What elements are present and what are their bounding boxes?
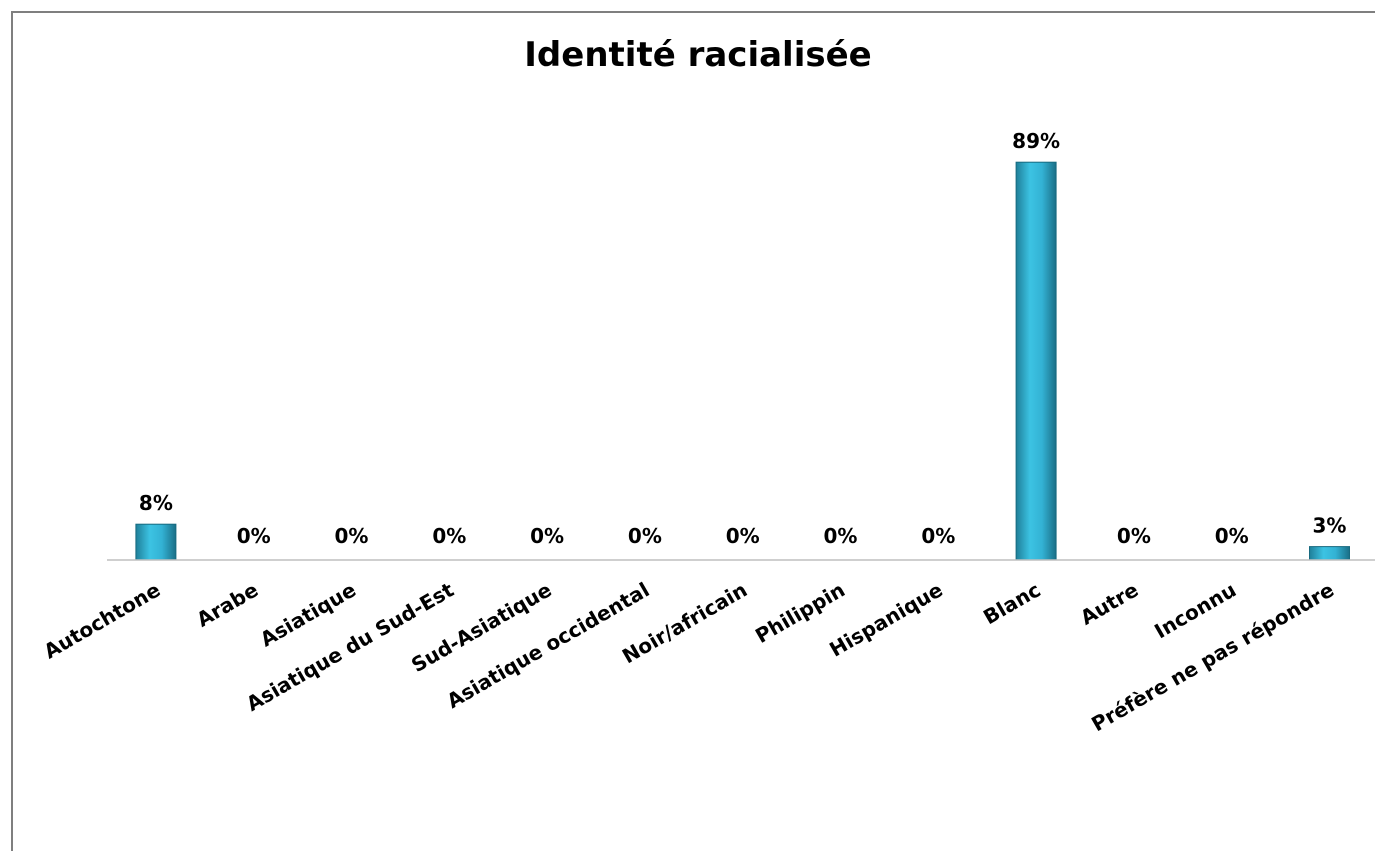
tick-label-10: Autre: [1076, 578, 1142, 630]
data-label-5: 0%: [628, 524, 662, 548]
tick-label-0: Autochtone: [40, 578, 165, 664]
data-label-3: 0%: [432, 524, 466, 548]
data-label-0: 8%: [139, 491, 173, 515]
tick-label-11: Inconnu: [1150, 578, 1240, 644]
chart-title: Identité racialisée: [524, 35, 871, 75]
data-label-7: 0%: [824, 524, 858, 548]
bars-layer: [135, 161, 1350, 561]
data-label-6: 0%: [726, 524, 760, 548]
chart-frame: [11, 11, 1375, 851]
data-label-10: 0%: [1117, 524, 1151, 548]
data-label-2: 0%: [335, 524, 369, 548]
data-label-9: 89%: [1012, 129, 1060, 153]
data-label-12: 3%: [1313, 514, 1347, 538]
labels-layer: 8% 0% 0% 0% 0% 0% 0% 0% 0% 89% 0% 0% 3%: [139, 129, 1347, 548]
bar-12: [1309, 546, 1350, 561]
data-label-8: 0%: [921, 524, 955, 548]
tick-label-1: Arabe: [192, 578, 262, 632]
bar-0: [135, 523, 177, 561]
bar-9: [1015, 161, 1057, 561]
bar-chart: Identité racialisée 8% 0% 0% 0% 0% 0% 0% 0% 0% 89…: [40, 35, 1375, 736]
data-label-1: 0%: [237, 524, 271, 548]
data-label-4: 0%: [530, 524, 564, 548]
tick-label-9: Blanc: [979, 578, 1044, 630]
data-label-11: 0%: [1215, 524, 1249, 548]
